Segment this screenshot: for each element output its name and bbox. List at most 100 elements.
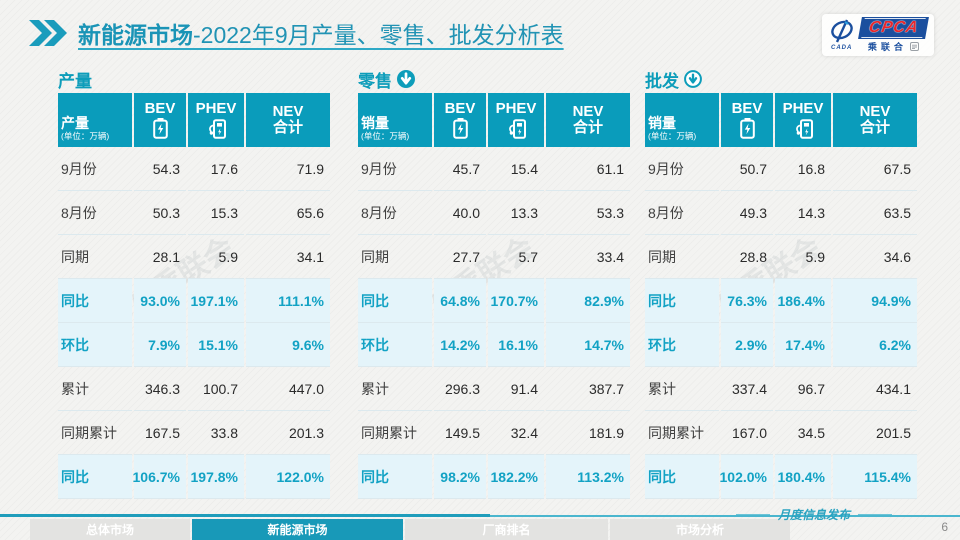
table-row: 9月份 54.3 17.6 71.9 <box>58 147 330 191</box>
phev-charger-icon <box>795 119 813 140</box>
nev-total-value: 111.1% <box>246 279 330 323</box>
nev-total-value: 82.9% <box>546 279 630 323</box>
nav-tab-1[interactable]: 新能源市场 <box>192 519 403 540</box>
bev-battery-icon <box>152 118 168 140</box>
nev-column-label: NEV 合计 <box>859 102 891 137</box>
row-label: 9月份 <box>58 147 132 191</box>
phev-column-label: PHEV <box>495 99 537 117</box>
phev-value: 180.4% <box>775 455 831 499</box>
row-label: 环比 <box>645 323 719 367</box>
measure-label: 销量 <box>648 115 676 132</box>
phev-value: 33.8 <box>188 411 244 455</box>
nev-total-value: 122.0% <box>246 455 330 499</box>
table-row: 累计 296.3 91.4 387.7 <box>358 367 630 411</box>
table-row: 同期 28.8 5.9 34.6 <box>645 235 917 279</box>
bev-value: 50.3 <box>134 191 186 235</box>
header-cell-phev: PHEV <box>188 93 244 147</box>
row-label: 8月份 <box>358 191 432 235</box>
bev-value: 45.7 <box>434 147 486 191</box>
table-row: 环比 2.9% 17.4% 6.2% <box>645 323 917 367</box>
table-row: 同比 102.0% 180.4% 115.4% <box>645 455 917 499</box>
nav-tab-3[interactable]: 市场分析 <box>610 519 790 540</box>
nev-total-value: 447.0 <box>246 367 330 411</box>
production-table-section: 产量 CPCA 乘联会 产量(单位：万辆)BEVPHEVNEV合计9月份54.3… <box>58 68 330 499</box>
nev-total-value: 65.6 <box>246 191 330 235</box>
bev-value: 149.5 <box>434 411 486 455</box>
table-row: 9月份 45.7 15.4 61.1 <box>358 147 630 191</box>
page-title-bold: 新能源市场 <box>78 22 193 48</box>
cpca-logo: CADA CPCA 乘联合 <box>821 14 934 56</box>
phev-value: 96.7 <box>775 367 831 411</box>
header-cell-bev: BEV <box>134 93 186 147</box>
bev-value: 27.7 <box>434 235 486 279</box>
table-row: 同比 64.8% 170.7% 82.9% <box>358 279 630 323</box>
retail-table: CPCA 乘联会 销量(单位：万辆)BEVPHEVNEV合计9月份45.715.… <box>358 93 630 499</box>
row-label: 8月份 <box>645 191 719 235</box>
down-arrow-solid-icon <box>397 70 415 88</box>
row-label: 同比 <box>58 279 132 323</box>
nev-line2: 合计 <box>272 119 303 136</box>
cpca-chinese-label: 乘联合 <box>868 40 919 53</box>
row-label: 累计 <box>645 367 719 411</box>
unit-label: (单位：万辆) <box>648 130 697 141</box>
page-header: 新能源市场-2022年9月产量、零售、批发分析表 <box>28 16 564 50</box>
header-cell-measure: 产量 (单位：万辆) <box>58 93 132 147</box>
table-row: 同期累计 167.5 33.8 201.3 <box>58 411 330 455</box>
unit-label: (单位：万辆) <box>61 130 110 141</box>
nev-total-value: 9.6% <box>246 323 330 367</box>
nev-line1: NEV <box>572 102 604 120</box>
nev-total-value: 63.5 <box>833 191 917 235</box>
row-label: 累计 <box>358 367 432 411</box>
nev-line1: NEV <box>859 102 891 120</box>
nev-total-value: 201.3 <box>246 411 330 455</box>
page-title-rest: -2022年9月产量、零售、批发分析表 <box>193 22 564 48</box>
bev-value: 346.3 <box>134 367 186 411</box>
header-cell-nev: NEV 合计 <box>833 93 917 147</box>
row-label: 同比 <box>645 455 719 499</box>
phev-value: 91.4 <box>488 367 544 411</box>
bev-value: 106.7% <box>133 455 186 499</box>
bev-value: 98.2% <box>434 455 486 499</box>
phev-value: 182.2% <box>488 455 544 499</box>
header-cell-nev: NEV 合计 <box>246 93 330 147</box>
bev-value: 64.8% <box>434 279 486 323</box>
measure-label: 产量 <box>61 115 89 132</box>
seal-icon <box>909 42 919 51</box>
wholesale-table-section: 批发 CPCA 乘联会 销量(单位：万辆)BEVPHEVNEV合计9月份50.7… <box>645 68 917 499</box>
row-label: 同期累计 <box>58 411 132 455</box>
phev-value: 16.1% <box>488 323 544 367</box>
phev-value: 5.7 <box>488 235 544 279</box>
phev-value: 186.4% <box>775 279 831 323</box>
nev-total-value: 53.3 <box>546 191 630 235</box>
nev-line1: NEV <box>272 102 304 120</box>
row-label: 同期 <box>358 235 432 279</box>
table-header-row: 销量 (单位：万辆) BEV PHEV NEV 合计 <box>645 93 917 147</box>
nev-total-value: 94.9% <box>833 279 917 323</box>
table-row: 8月份 40.0 13.3 53.3 <box>358 191 630 235</box>
bev-value: 28.1 <box>134 235 186 279</box>
nav-tab-0[interactable]: 总体市场 <box>30 519 190 540</box>
header-cell-bev: BEV <box>434 93 486 147</box>
bev-value: 28.8 <box>721 235 773 279</box>
table-row: 同期 27.7 5.7 33.4 <box>358 235 630 279</box>
bev-value: 50.7 <box>721 147 773 191</box>
bev-value: 2.9% <box>721 323 773 367</box>
row-label: 环比 <box>58 323 132 367</box>
nav-tab-2[interactable]: 厂商排名 <box>405 519 608 540</box>
phev-value: 17.4% <box>775 323 831 367</box>
bev-column-label: BEV <box>144 99 176 117</box>
table-header-row: 产量 (单位：万辆) BEV PHEV NEV 合计 <box>58 93 330 147</box>
phev-value: 197.1% <box>188 279 244 323</box>
nev-total-value: 67.5 <box>833 147 917 191</box>
table-row: 累计 346.3 100.7 447.0 <box>58 367 330 411</box>
bev-value: 167.0 <box>721 411 773 455</box>
bev-column-label: BEV <box>731 99 763 117</box>
nev-total-value: 6.2% <box>833 323 917 367</box>
header-cell-phev: PHEV <box>488 93 544 147</box>
table-row: 累计 337.4 96.7 434.1 <box>645 367 917 411</box>
bev-value: 102.0% <box>720 455 773 499</box>
row-label: 同比 <box>358 455 432 499</box>
nev-total-value: 71.9 <box>246 147 330 191</box>
header-cell-bev: BEV <box>721 93 773 147</box>
bev-value: 337.4 <box>721 367 773 411</box>
